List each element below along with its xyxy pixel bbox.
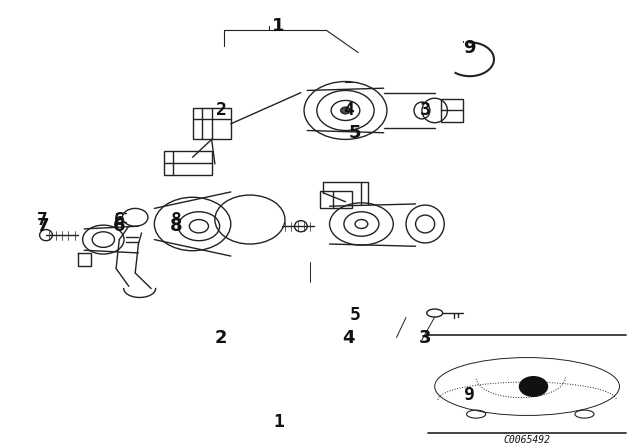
Ellipse shape (340, 107, 350, 114)
Text: C0065492: C0065492 (504, 435, 550, 445)
Bar (441, 99, 463, 121)
Text: 9: 9 (463, 39, 476, 57)
Text: 4: 4 (342, 328, 355, 347)
Text: 1: 1 (273, 17, 285, 35)
Text: 3: 3 (420, 101, 431, 120)
Text: 8: 8 (171, 211, 182, 228)
Bar (164, 151, 212, 175)
Text: 9: 9 (464, 387, 475, 405)
Bar (193, 108, 231, 139)
Text: 1: 1 (273, 413, 284, 431)
Circle shape (520, 377, 547, 396)
Bar (320, 190, 352, 208)
Text: 6: 6 (113, 217, 125, 235)
Text: 8: 8 (170, 217, 183, 235)
Text: 2: 2 (216, 101, 227, 120)
Text: 7: 7 (37, 211, 48, 228)
Text: 4: 4 (343, 101, 354, 120)
Text: 5: 5 (349, 124, 362, 142)
Text: 7: 7 (36, 217, 49, 235)
Text: 5: 5 (349, 306, 360, 324)
Text: 6: 6 (114, 211, 125, 228)
Text: 2: 2 (215, 328, 227, 347)
Text: 3: 3 (419, 328, 431, 347)
